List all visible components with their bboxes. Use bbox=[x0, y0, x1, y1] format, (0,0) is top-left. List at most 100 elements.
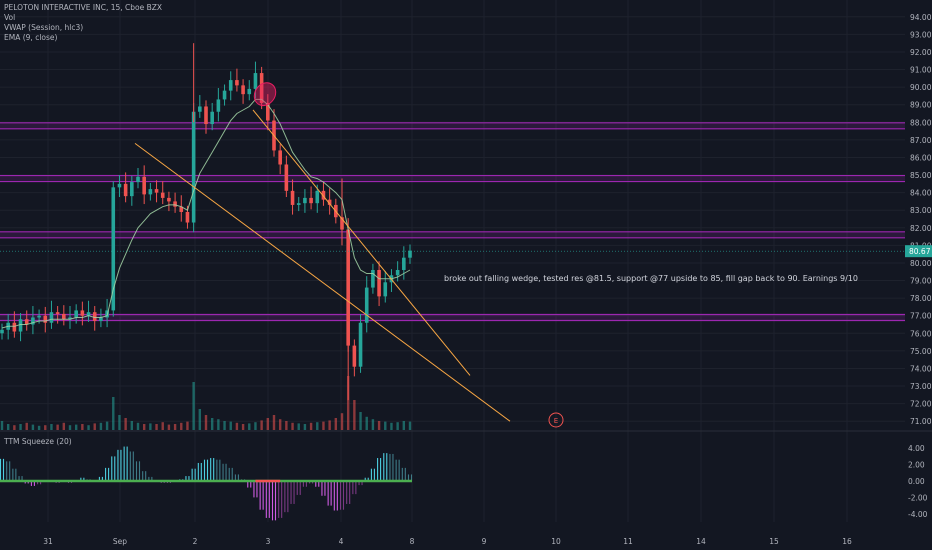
candle-body bbox=[296, 203, 301, 205]
volume-bar bbox=[210, 418, 214, 430]
candle-body bbox=[408, 250, 412, 258]
volume-bar bbox=[13, 425, 16, 430]
volume-bar bbox=[124, 418, 127, 430]
candle-body bbox=[43, 315, 48, 323]
volume-bar bbox=[377, 421, 381, 430]
candle-body bbox=[167, 197, 171, 202]
level-band bbox=[0, 122, 905, 129]
candle-body bbox=[154, 189, 159, 193]
time-tick-label: 9 bbox=[482, 537, 487, 546]
volume-bars bbox=[0, 376, 412, 430]
volume-bar bbox=[161, 422, 164, 430]
volume-bar bbox=[19, 424, 22, 430]
volume-bar bbox=[105, 421, 109, 430]
indicator-tick-label: -4.00 bbox=[908, 510, 928, 519]
price-tick-label: 91.00 bbox=[910, 66, 932, 75]
candle-body bbox=[99, 317, 103, 321]
volume-bar bbox=[118, 415, 121, 430]
candle-body bbox=[383, 282, 388, 297]
vwap-legend[interactable]: VWAP (Session, hlc3) bbox=[4, 23, 84, 32]
earnings-marker-icon bbox=[548, 412, 564, 428]
ema-legend[interactable]: EMA (9, close) bbox=[4, 33, 58, 42]
price-tick-label: 80.00 bbox=[910, 259, 932, 268]
indicator-tick-label: -2.00 bbox=[908, 493, 928, 502]
price-tick-label: 84.00 bbox=[910, 189, 932, 198]
volume-bar bbox=[359, 412, 362, 430]
price-tick-label: 86.00 bbox=[910, 153, 932, 162]
volume-bar bbox=[396, 422, 399, 430]
candle-body bbox=[358, 322, 363, 367]
candle-body bbox=[253, 73, 258, 89]
volume-bar bbox=[365, 416, 368, 430]
price-tick-label: 77.00 bbox=[910, 312, 932, 321]
volume-bar bbox=[25, 422, 28, 430]
time-tick-label: 10 bbox=[551, 537, 561, 546]
candle-body bbox=[12, 322, 17, 332]
volume-bar bbox=[198, 409, 202, 430]
candle-body bbox=[31, 317, 35, 325]
candle-body bbox=[315, 190, 320, 204]
level-band bbox=[0, 175, 905, 182]
candle-body bbox=[377, 269, 381, 297]
volume-bar bbox=[408, 421, 412, 430]
squeeze-legend[interactable]: TTM Squeeze (20) bbox=[4, 437, 72, 446]
price-tick-label: 89.00 bbox=[910, 101, 932, 110]
squeeze-histogram bbox=[0, 446, 413, 521]
volume-bar bbox=[346, 376, 350, 430]
time-tick-label: Sep bbox=[113, 537, 127, 546]
volume-bar bbox=[254, 422, 257, 430]
volume-bar bbox=[266, 418, 270, 430]
volume-bar bbox=[68, 425, 72, 430]
price-tick-label: 87.00 bbox=[910, 136, 932, 145]
volume-bar bbox=[229, 421, 232, 430]
candle-body bbox=[327, 199, 332, 205]
volume-bar bbox=[390, 422, 393, 430]
level-band bbox=[0, 314, 905, 321]
indicator-tick-label: 4.00 bbox=[908, 444, 925, 453]
indicator-tick-label: 2.00 bbox=[908, 461, 925, 470]
candle-body bbox=[185, 211, 190, 223]
indicator-axis: 4.00 2.00 0.00 -2.00 -4.00 bbox=[908, 444, 928, 519]
volume-legend[interactable]: Vol bbox=[4, 13, 16, 22]
volume-bar bbox=[130, 421, 134, 430]
price-tick-label: 82.00 bbox=[910, 224, 932, 233]
volume-bar bbox=[241, 424, 245, 430]
earnings-marker-label: E bbox=[554, 417, 558, 425]
candle-body bbox=[303, 197, 307, 204]
volume-bar bbox=[6, 424, 10, 430]
chart-annotation[interactable]: broke out falling wedge, tested res @81.… bbox=[444, 274, 858, 283]
time-tick-label: 2 bbox=[193, 537, 198, 546]
price-tick-label: 74.00 bbox=[910, 364, 932, 373]
volume-bar bbox=[0, 421, 4, 430]
candle-body bbox=[173, 201, 177, 207]
volume-bar bbox=[371, 419, 375, 430]
volume-bar bbox=[272, 415, 276, 430]
price-tick-label: 79.00 bbox=[910, 277, 932, 286]
volume-bar bbox=[56, 424, 59, 430]
grid-lines bbox=[0, 0, 905, 522]
chart-legend: PELOTON INTERACTIVE INC, 15, Cboe BZX Vo… bbox=[4, 3, 162, 43]
volume-bar bbox=[93, 423, 96, 430]
volume-bar bbox=[340, 413, 344, 430]
time-tick-label: 16 bbox=[842, 537, 852, 546]
candle-body bbox=[92, 312, 97, 321]
candle-body bbox=[210, 111, 214, 125]
volume-bar bbox=[31, 424, 35, 430]
volume-bar bbox=[353, 400, 356, 430]
price-tick-label: 88.00 bbox=[910, 118, 932, 127]
candle-body bbox=[117, 183, 122, 188]
candle-body bbox=[62, 313, 66, 320]
volume-bar bbox=[297, 423, 300, 430]
symbol-title[interactable]: PELOTON INTERACTIVE INC, 15, Cboe BZX bbox=[4, 3, 163, 12]
volume-bar bbox=[192, 382, 195, 430]
time-tick-label: 4 bbox=[339, 537, 344, 546]
volume-bar bbox=[167, 424, 171, 430]
volume-bar bbox=[180, 422, 183, 430]
candle-body bbox=[371, 269, 375, 288]
candle-body bbox=[74, 310, 78, 318]
candle-body bbox=[309, 197, 313, 204]
candle-body bbox=[352, 345, 357, 367]
volume-bar bbox=[37, 425, 41, 430]
candle-body bbox=[290, 190, 295, 205]
